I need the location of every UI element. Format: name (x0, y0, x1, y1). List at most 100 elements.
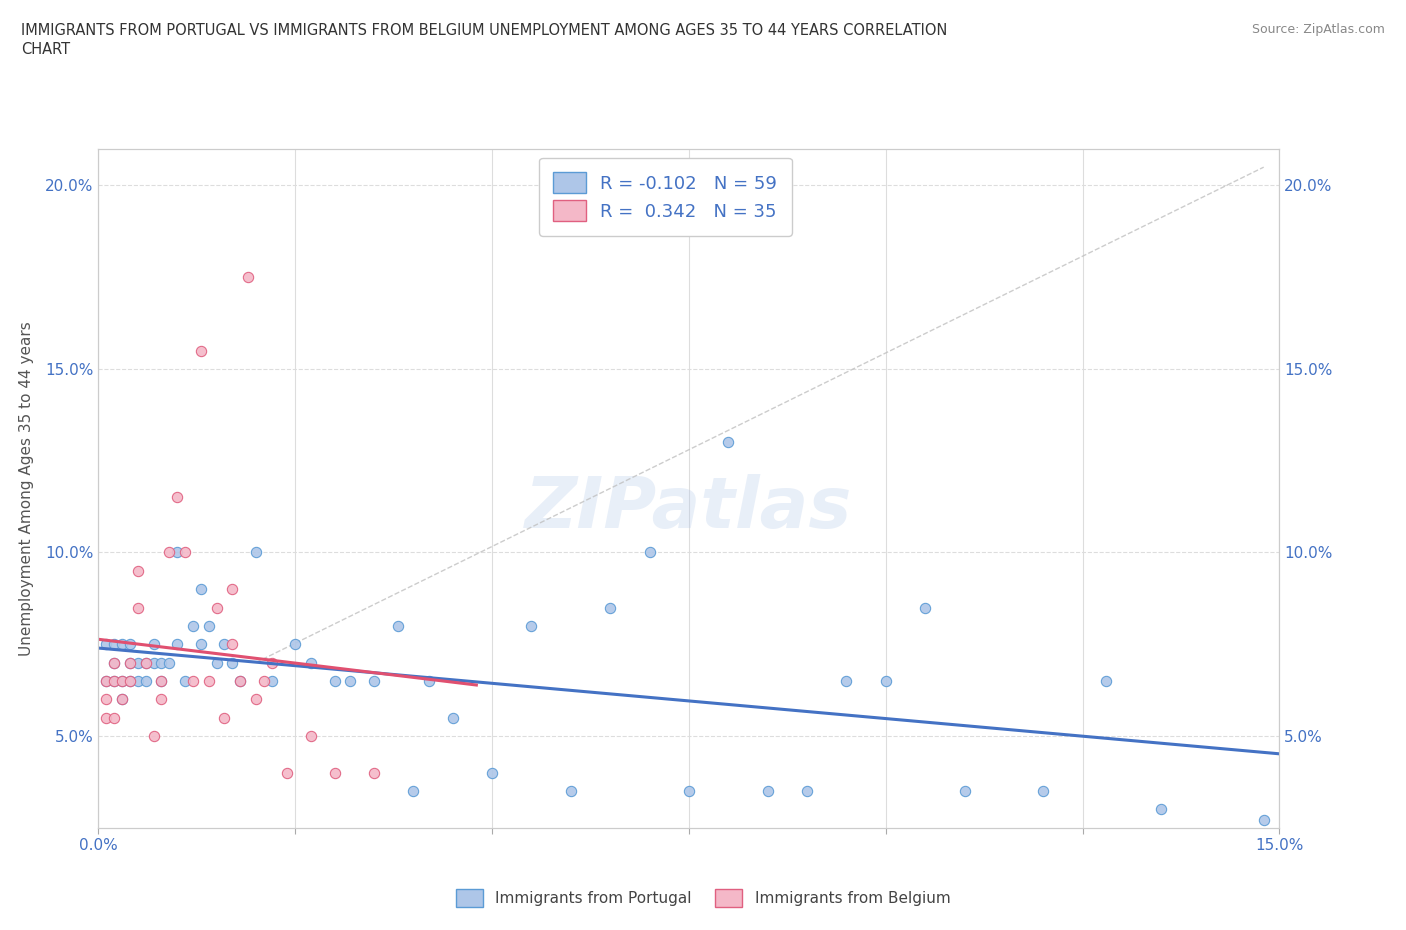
Point (363, 765, 385, 780)
Point (96, 673, 118, 688)
Point (166, 490, 188, 505)
Point (150, 673, 173, 688)
Text: Source: ZipAtlas.com: Source: ZipAtlas.com (1251, 23, 1385, 36)
Point (197, 618, 219, 633)
Point (481, 765, 503, 780)
Point (127, 673, 149, 688)
Point (756, 784, 779, 799)
Point (560, 784, 582, 799)
Point (103, 655, 125, 670)
Point (190, 582, 212, 597)
Point (135, 655, 157, 670)
Point (118, 655, 141, 670)
Point (103, 711, 125, 725)
Point (118, 673, 141, 688)
Text: CHART: CHART (21, 42, 70, 57)
Point (796, 784, 818, 799)
Point (236, 270, 259, 285)
Point (229, 673, 252, 688)
Point (181, 673, 204, 688)
Point (260, 655, 283, 670)
Text: IMMIGRANTS FROM PORTUGAL VS IMMIGRANTS FROM BELGIUM UNEMPLOYMENT AMONG AGES 35 T: IMMIGRANTS FROM PORTUGAL VS IMMIGRANTS F… (21, 23, 948, 38)
Point (142, 655, 165, 670)
Point (276, 765, 298, 780)
Point (174, 545, 197, 560)
Point (166, 637, 188, 652)
Point (299, 655, 322, 670)
Point (221, 655, 243, 670)
Point (245, 692, 267, 707)
Point (253, 673, 276, 688)
Point (111, 673, 134, 688)
Point (441, 711, 464, 725)
Point (118, 673, 141, 688)
Point (299, 728, 322, 743)
Point (1150, 802, 1173, 817)
Point (323, 765, 346, 780)
Point (111, 692, 134, 707)
Point (181, 618, 204, 633)
Point (953, 784, 976, 799)
Point (103, 637, 125, 652)
Point (284, 637, 307, 652)
Point (875, 673, 897, 688)
Point (197, 673, 219, 688)
Point (1095, 673, 1118, 688)
Legend: Immigrants from Portugal, Immigrants from Belgium: Immigrants from Portugal, Immigrants fro… (450, 884, 956, 913)
Point (599, 600, 621, 615)
Text: ZIPatlas: ZIPatlas (526, 474, 852, 543)
Point (221, 637, 243, 652)
Point (142, 637, 165, 652)
Point (127, 564, 149, 578)
Point (914, 600, 936, 615)
Point (118, 637, 141, 652)
Point (127, 600, 149, 615)
Point (214, 711, 236, 725)
Point (135, 673, 157, 688)
Point (205, 655, 228, 670)
Point (520, 618, 543, 633)
Point (103, 673, 125, 688)
Point (1253, 813, 1275, 828)
Point (190, 637, 212, 652)
Point (245, 545, 267, 560)
Point (1032, 784, 1054, 799)
Point (229, 673, 252, 688)
Point (221, 582, 243, 597)
Point (205, 600, 228, 615)
Point (190, 343, 212, 358)
Point (96, 637, 118, 652)
Point (166, 545, 188, 560)
Point (103, 655, 125, 670)
Legend: R = -0.102   N = 59, R =  0.342   N = 35: R = -0.102 N = 59, R = 0.342 N = 35 (538, 158, 792, 235)
Point (96, 673, 118, 688)
Point (135, 655, 157, 670)
Point (150, 673, 173, 688)
Point (387, 618, 409, 633)
Point (118, 655, 141, 670)
Point (402, 784, 425, 799)
Point (339, 673, 361, 688)
Point (214, 637, 236, 652)
Point (678, 784, 700, 799)
Point (260, 673, 283, 688)
Point (157, 655, 180, 670)
Point (111, 692, 134, 707)
Point (638, 545, 661, 560)
Point (174, 673, 197, 688)
Point (418, 673, 440, 688)
Point (150, 655, 173, 670)
Point (103, 673, 125, 688)
Point (142, 728, 165, 743)
Point (96, 692, 118, 707)
Point (835, 673, 858, 688)
Point (96, 711, 118, 725)
Point (111, 673, 134, 688)
Point (127, 655, 149, 670)
Point (323, 673, 346, 688)
Point (363, 673, 385, 688)
Point (717, 435, 740, 450)
Point (150, 692, 173, 707)
Y-axis label: Unemployment Among Ages 35 to 44 years: Unemployment Among Ages 35 to 44 years (20, 321, 34, 656)
Point (157, 545, 180, 560)
